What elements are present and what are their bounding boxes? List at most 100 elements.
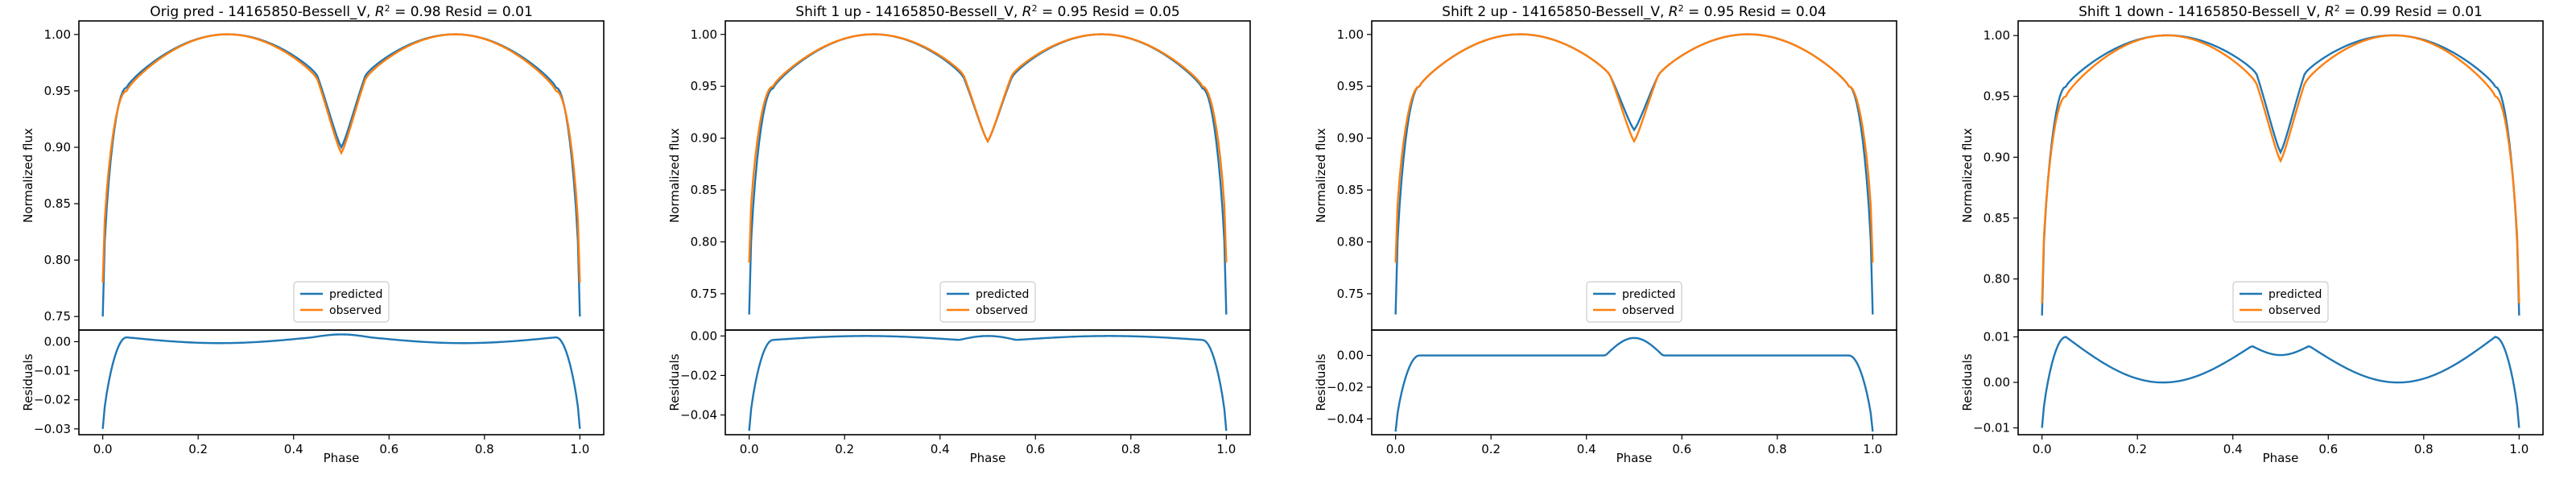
residual-axis-label: Residuals [1314, 353, 1328, 411]
chart-panel-1: Orig pred - 14165850-Bessell_V, R2 = 0.9… [21, 3, 605, 465]
x-tick-label: 0.6 [1026, 442, 1045, 456]
chart-title-text: Shift 2 up - 14165850-Bessell_V, [1442, 4, 1669, 20]
y-tick-label: 1.00 [1337, 27, 1364, 42]
legend-frame [1586, 281, 1682, 323]
chart-title-sup: 2 [1032, 3, 1038, 14]
x-tick-label: 0.4 [1577, 442, 1596, 456]
chart-title-sup: 2 [2334, 3, 2340, 14]
chart-title: Shift 2 up - 14165850-Bessell_V, R2 = 0.… [1442, 3, 1826, 21]
x-tick-label: 0.0 [740, 442, 759, 456]
resid-y-tick-label: −0.03 [34, 422, 71, 436]
x-axis-label: Phase [1616, 451, 1653, 465]
chart-title: Orig pred - 14165850-Bessell_V, R2 = 0.9… [150, 3, 533, 21]
x-tick-label: 0.0 [93, 442, 113, 456]
y-tick-label: 0.85 [691, 183, 717, 197]
y-tick-label: 0.85 [1984, 211, 2010, 225]
legend-frame [293, 281, 390, 323]
residual-axes-frame [2017, 329, 2544, 436]
x-tick-label: 0.8 [2414, 442, 2434, 456]
y-axis-label: Normalized flux [21, 128, 35, 223]
x-tick-label: 0.0 [2033, 442, 2052, 456]
y-axis-label: Normalized flux [1960, 128, 1975, 223]
residual-axes-frame [78, 329, 605, 436]
residual-line [2041, 336, 2520, 428]
chart-title: Shift 1 up - 14165850-Bessell_V, R2 = 0.… [795, 3, 1179, 21]
y-tick-label: 1.00 [691, 27, 717, 42]
x-tick-label: 0.0 [1386, 442, 1406, 456]
legend: predicted observed [939, 281, 1036, 323]
y-tick-label: 1.00 [44, 27, 71, 42]
y-tick-label: 0.80 [1984, 272, 2010, 287]
y-tick-label: 0.90 [691, 131, 717, 146]
residual-axis-label: Residuals [1960, 353, 1975, 411]
legend-label-observed: observed [2268, 304, 2321, 317]
y-tick-label: 0.85 [44, 196, 71, 211]
chart-title-text: Orig pred - 14165850-Bessell_V, [150, 4, 375, 20]
chart-title-sup: 2 [385, 3, 390, 14]
resid-y-tick-label: −0.01 [34, 364, 71, 378]
y-tick-label: 0.80 [691, 234, 717, 249]
resid-y-tick-label: −0.02 [34, 393, 71, 407]
y-tick-label: 0.75 [1337, 287, 1364, 301]
series-line-observed [748, 33, 1228, 263]
y-tick-label: 0.90 [1984, 150, 2010, 164]
chart-title-r: R [1022, 4, 1032, 20]
y-tick-label: 0.80 [44, 253, 71, 267]
resid-y-tick-label: 0.01 [1984, 329, 2010, 344]
y-axis-label: Normalized flux [667, 128, 682, 223]
chart-panel-2: Shift 1 up - 14165850-Bessell_V, R2 = 0.… [667, 3, 1251, 465]
residual-axes-frame [724, 329, 1251, 436]
x-tick-label: 0.6 [2318, 442, 2338, 456]
chart-panel-3: Shift 2 up - 14165850-Bessell_V, R2 = 0.… [1314, 3, 1897, 465]
chart-title-text: Shift 1 down - 14165850-Bessell_V, [2079, 4, 2325, 20]
series-line-observed [2041, 34, 2520, 303]
legend: predicted observed [293, 281, 390, 323]
resid-y-tick-label: −0.02 [1327, 380, 1364, 394]
x-tick-label: 1.0 [1216, 442, 1236, 456]
legend-label-observed: observed [976, 304, 1028, 317]
residual-line [1394, 336, 1874, 432]
legend-frame [939, 281, 1036, 323]
residual-line [748, 335, 1228, 431]
series-line-predicted [2041, 34, 2520, 316]
resid-y-tick-label: −0.01 [1973, 421, 2010, 436]
chart-panel-4: Shift 1 down - 14165850-Bessell_V, R2 = … [1960, 3, 2544, 465]
x-tick-label: 0.4 [931, 442, 950, 456]
series-line-predicted [1394, 33, 1874, 315]
x-tick-label: 0.4 [2223, 442, 2243, 456]
x-tick-label: 0.2 [1481, 442, 1501, 456]
residual-axis-label: Residuals [667, 353, 682, 411]
x-tick-label: 0.8 [1768, 442, 1787, 456]
x-axis-label: Phase [970, 451, 1006, 465]
x-tick-label: 0.2 [188, 442, 208, 456]
legend: predicted observed [1586, 281, 1682, 323]
x-tick-label: 1.0 [2509, 442, 2529, 456]
chart-title-tail: = 0.99 Resid = 0.01 [2340, 4, 2483, 20]
x-tick-label: 0.8 [1121, 442, 1141, 456]
y-tick-label: 0.95 [1984, 89, 2010, 104]
residual-axis-label: Residuals [21, 353, 35, 411]
x-axis-label: Phase [2263, 451, 2299, 465]
y-tick-label: 1.00 [1984, 28, 2010, 43]
x-tick-label: 0.6 [1672, 442, 1691, 456]
chart-title-sup: 2 [1678, 3, 1684, 14]
resid-y-tick-label: 0.00 [1337, 349, 1364, 363]
resid-y-tick-label: 0.00 [691, 328, 717, 343]
x-tick-label: 0.6 [379, 442, 398, 456]
resid-y-tick-label: 0.00 [1984, 375, 2010, 390]
y-tick-label: 0.95 [44, 84, 71, 98]
chart-title-r: R [375, 4, 385, 20]
y-tick-label: 0.95 [691, 79, 717, 93]
chart-title-tail: = 0.95 Resid = 0.05 [1038, 4, 1180, 20]
legend: predicted observed [2232, 281, 2329, 323]
y-tick-label: 0.80 [1337, 234, 1364, 249]
legend-frame [2232, 281, 2329, 323]
chart-title: Shift 1 down - 14165850-Bessell_V, R2 = … [2079, 3, 2483, 21]
x-axis-label: Phase [324, 451, 360, 465]
x-tick-label: 1.0 [1863, 442, 1882, 456]
y-tick-label: 0.90 [1337, 131, 1364, 146]
resid-y-tick-label: −0.04 [680, 407, 717, 422]
legend-label-observed: observed [329, 304, 382, 317]
y-tick-label: 0.90 [44, 140, 71, 155]
